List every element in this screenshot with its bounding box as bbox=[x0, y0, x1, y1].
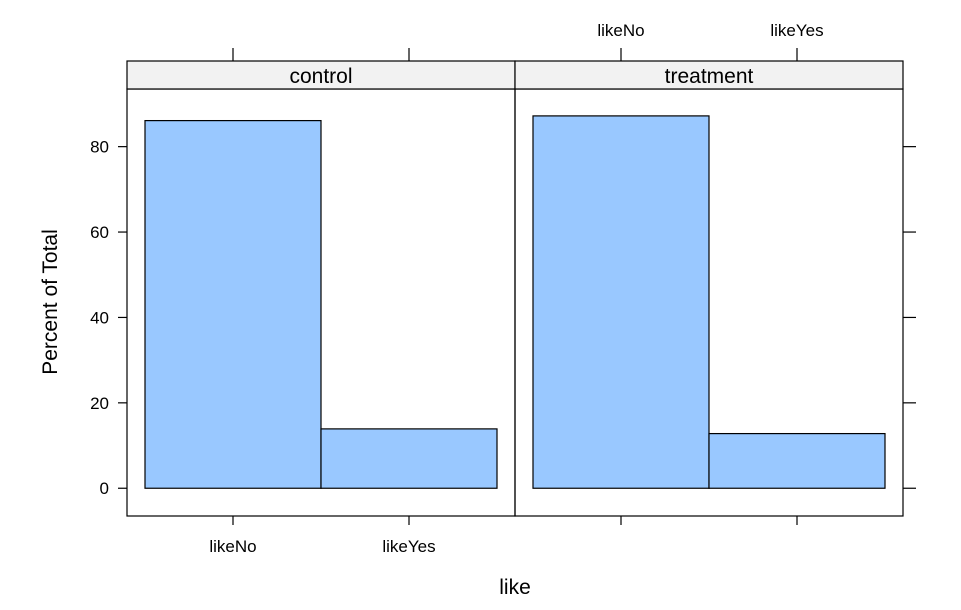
y-tick-label-80: 80 bbox=[90, 138, 109, 157]
x-axis-bottom: likeNo likeYes bbox=[209, 516, 798, 556]
x-tick-label-likeYes: likeYes bbox=[382, 537, 435, 556]
x-axis-title: like bbox=[499, 576, 531, 599]
panels-group: control treatment bbox=[126, 60, 904, 517]
panel-treatment: treatment bbox=[514, 60, 904, 517]
y-axis: 0 20 40 60 80 bbox=[90, 138, 916, 498]
y-tick-label-20: 20 bbox=[90, 394, 109, 413]
y-tick-label-0: 0 bbox=[100, 479, 109, 498]
x-tick-label-top-likeYes: likeYes bbox=[770, 21, 823, 40]
x-axis-top: likeNo likeYes bbox=[232, 21, 824, 61]
x-tick-label-top-likeNo: likeNo bbox=[597, 21, 644, 40]
strip-label-treatment: treatment bbox=[665, 65, 754, 88]
y-tick-label-40: 40 bbox=[90, 308, 109, 327]
bar-control-likeYes bbox=[320, 428, 498, 489]
bar-control-likeNo bbox=[144, 119, 322, 489]
strip-treatment bbox=[514, 60, 904, 90]
x-tick-label-likeNo: likeNo bbox=[209, 537, 256, 556]
strip-label-control: control bbox=[289, 65, 352, 88]
bar-treatment-likeYes bbox=[708, 432, 886, 489]
strip-control bbox=[126, 60, 516, 90]
y-tick-label-60: 60 bbox=[90, 223, 109, 242]
y-axis-title: Percent of Total bbox=[39, 229, 62, 375]
panel-control: control bbox=[126, 60, 516, 517]
bar-treatment-likeNo bbox=[532, 115, 710, 489]
